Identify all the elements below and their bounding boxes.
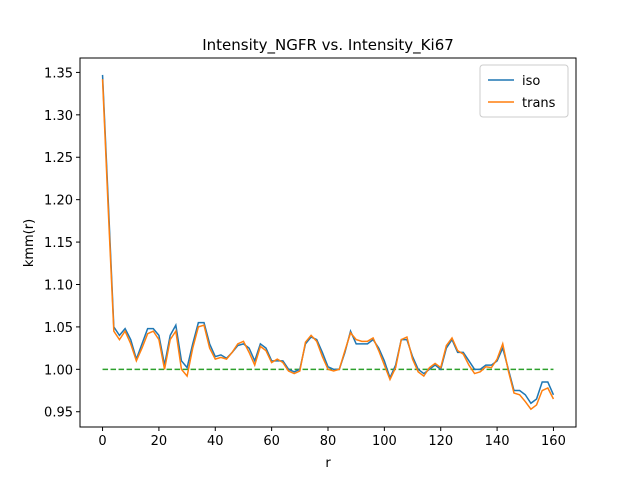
x-tick-label: 120: [428, 434, 453, 449]
y-tick-label: 1.35: [44, 66, 73, 81]
y-tick-label: 1.20: [44, 194, 73, 209]
x-tick-label: 80: [320, 434, 337, 449]
line-series: [101, 74, 555, 405]
x-tick-label: 0: [98, 434, 106, 449]
y-tick-label: 1.30: [44, 109, 73, 124]
x-tick-label: 140: [485, 434, 510, 449]
legend-label: iso: [522, 74, 540, 89]
x-tick-label: 60: [263, 434, 280, 449]
y-tick-label: 1.10: [44, 278, 73, 293]
x-tick-label: 160: [541, 434, 566, 449]
y-axis-label: kmm(r): [22, 219, 37, 267]
x-tick-label: 40: [207, 434, 224, 449]
y-tick-label: 1.00: [44, 363, 73, 378]
y-tick-label: 1.05: [44, 321, 73, 336]
y-tick-label: 0.95: [44, 406, 73, 421]
legend-box: [479, 64, 569, 118]
plot-frame: [79, 57, 577, 428]
y-tick-label: 1.25: [44, 151, 73, 166]
y-tick-label: 1.15: [44, 236, 73, 251]
line-series: [101, 79, 555, 411]
legend-label: trans: [522, 96, 556, 111]
x-axis-label: r: [325, 456, 331, 471]
chart-title: Intensity_NGFR vs. Intensity_Ki67: [202, 36, 454, 55]
x-tick-label: 20: [151, 434, 168, 449]
x-tick-label: 100: [372, 434, 397, 449]
